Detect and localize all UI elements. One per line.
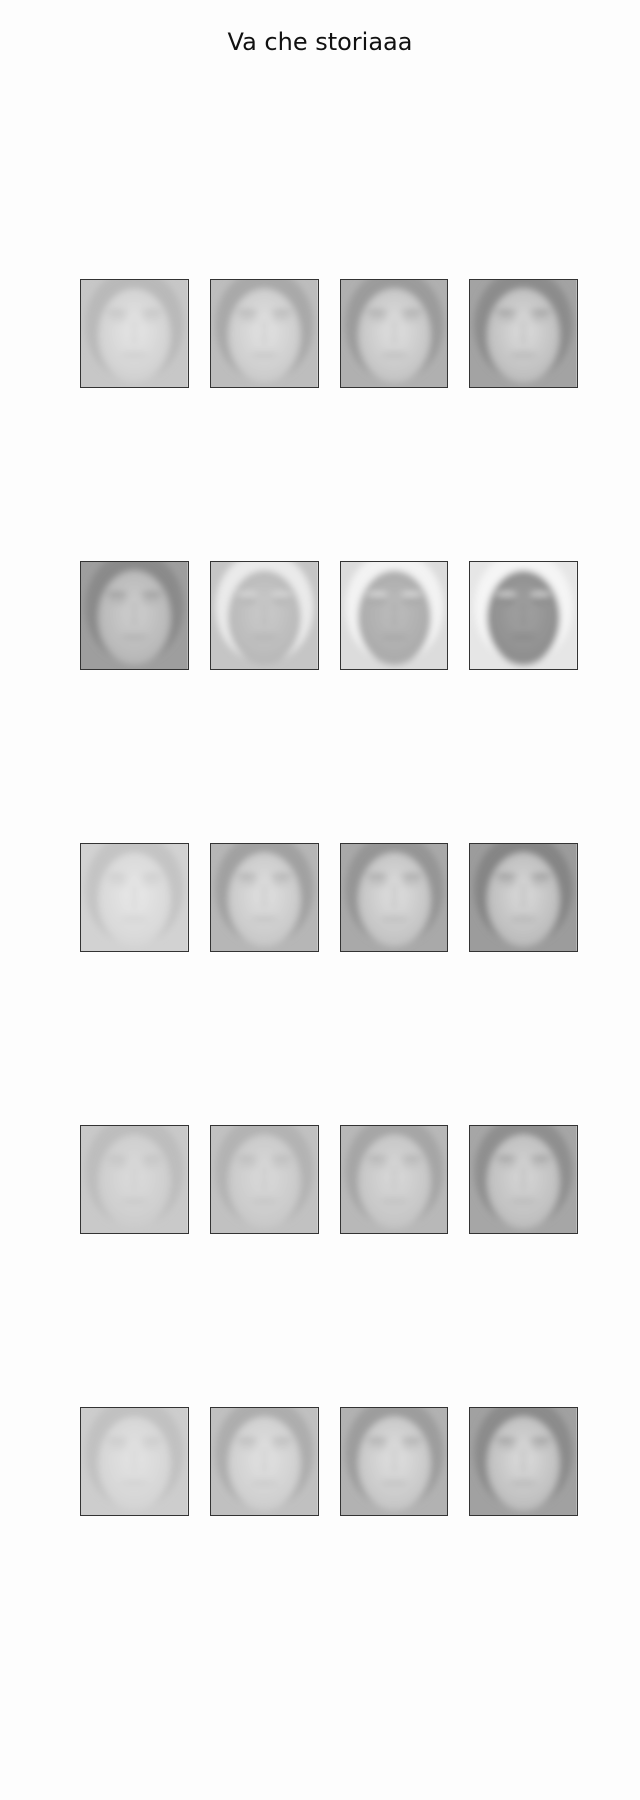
face-image: [80, 279, 189, 388]
face-image: [469, 561, 578, 670]
face-image: [339, 1125, 449, 1234]
face-image: [209, 843, 319, 952]
face-image: [209, 1125, 319, 1234]
face-image: [339, 1407, 449, 1516]
face-image: [339, 843, 449, 952]
face-image: [209, 279, 319, 388]
face-row: [80, 843, 578, 952]
face-row: [80, 1407, 578, 1516]
face-image: [80, 1125, 189, 1234]
face-image: [469, 843, 578, 952]
face-row: [80, 279, 578, 388]
face-image: [469, 279, 578, 388]
face-image: [80, 1407, 189, 1516]
face-image: [209, 1407, 319, 1516]
face-image: [80, 561, 189, 670]
face-row: [80, 561, 578, 670]
face-image: [209, 561, 319, 670]
face-image: [469, 1125, 578, 1234]
face-image: [339, 279, 449, 388]
face-row: [80, 1125, 578, 1234]
face-image: [339, 561, 449, 670]
face-image: [469, 1407, 578, 1516]
figure-title: Va che storiaaa: [227, 28, 413, 56]
face-image: [80, 843, 189, 952]
face-image-grid: [80, 279, 578, 1689]
